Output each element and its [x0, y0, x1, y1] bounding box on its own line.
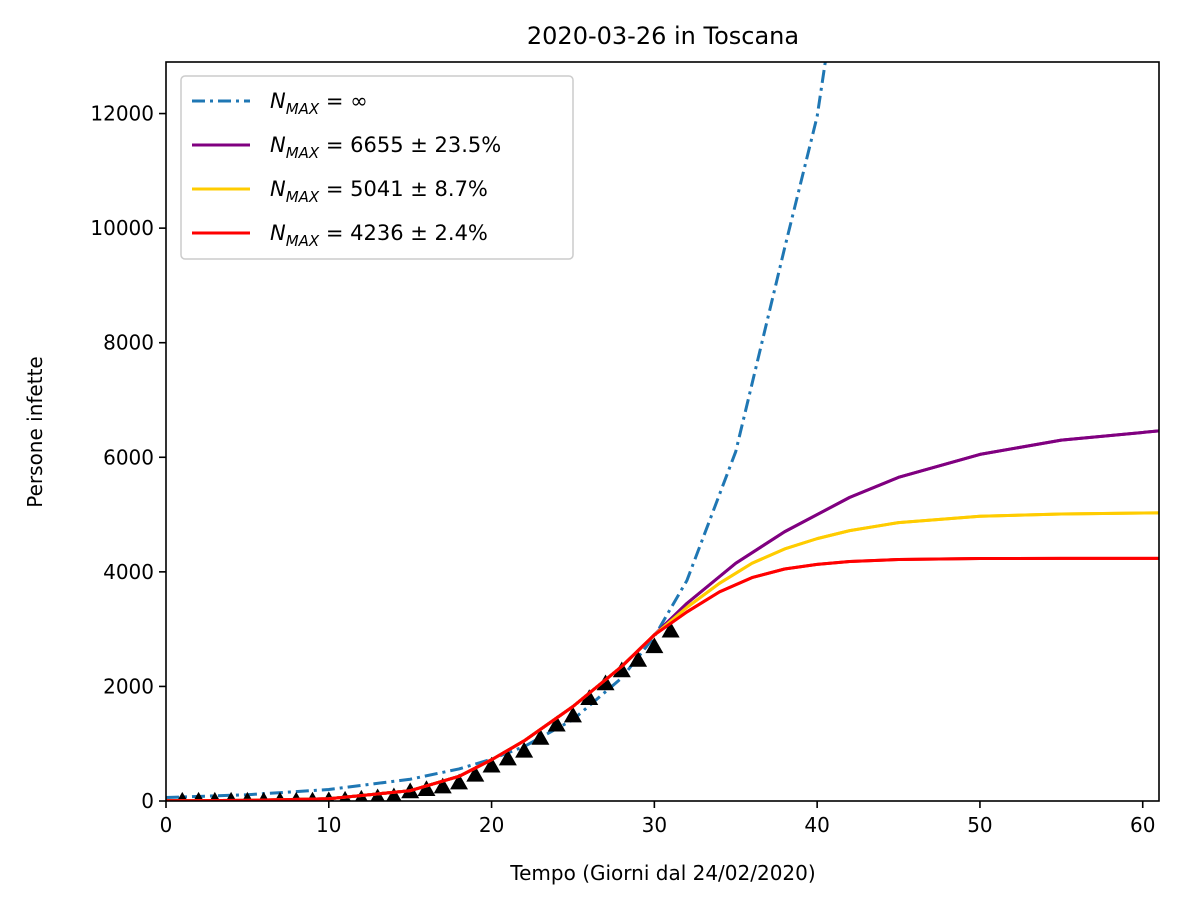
data-marker: [433, 777, 452, 794]
data-marker: [242, 791, 253, 801]
data-marker: [661, 621, 680, 638]
plot-markers: [166, 429, 1159, 801]
data-marker: [547, 715, 566, 732]
series-line-overlay-4: [166, 556, 1159, 801]
data-marker: [612, 661, 631, 678]
legend-box: [180, 75, 574, 260]
y-axis-label: Persone infette: [23, 356, 47, 507]
data-marker: [225, 791, 237, 801]
data-marker: [596, 674, 615, 691]
x-tick-label: 50: [967, 813, 992, 837]
data-marker: [531, 728, 550, 745]
legend: NMAX = ∞ NMAX = 6655 ± 23.5% NMAX = 5041 ±…: [180, 75, 574, 260]
chart-title: 2020-03-26 in Toscana: [527, 22, 799, 50]
data-marker: [515, 741, 534, 758]
data-marker: [563, 706, 582, 723]
data-marker: [482, 756, 501, 773]
data-marker: [209, 791, 221, 801]
data-marker: [629, 651, 648, 667]
x-tick-label: 60: [1130, 813, 1155, 837]
y-tick-label: 0: [141, 789, 154, 813]
axes-frame: [165, 61, 1160, 802]
x-tick-label: 10: [316, 813, 341, 837]
y-tick-label: 12000: [90, 102, 154, 126]
data-marker: [466, 765, 485, 782]
y-tick-label: 6000: [103, 445, 154, 469]
legend-label-2: NMAX = 6655 ± 23.5%: [270, 133, 501, 162]
data-marker: [498, 749, 517, 766]
y-tick-label: 8000: [103, 331, 154, 355]
data-marker: [193, 791, 204, 801]
axes: 0 10 20 30 40 50 60 0 2000 4000 6000 8000 10000 12000: [90, 61, 1160, 837]
data-marker: [177, 791, 188, 801]
x-axis-label: Tempo (Giorni dal 24/02/2020): [509, 861, 815, 885]
data-marker: [386, 787, 402, 801]
y-tick-label: 4000: [103, 560, 154, 584]
data-marker: [580, 689, 599, 706]
x-tick-label: 40: [804, 813, 829, 837]
y-tick-label: 2000: [103, 674, 154, 698]
data-marker: [417, 780, 436, 796]
x-tick-label: 30: [642, 813, 667, 837]
legend-label-1: NMAX = ∞: [270, 89, 368, 118]
x-tick-label: 0: [160, 813, 173, 837]
y-tick-label: 10000: [90, 216, 154, 240]
legend-label-3: NMAX = 5041 ± 8.7%: [270, 177, 488, 206]
legend-label-4: NMAX = 4236 ± 2.4%: [270, 221, 488, 250]
data-marker: [450, 773, 469, 790]
x-tick-label: 20: [479, 813, 504, 837]
data-marker: [645, 637, 664, 654]
